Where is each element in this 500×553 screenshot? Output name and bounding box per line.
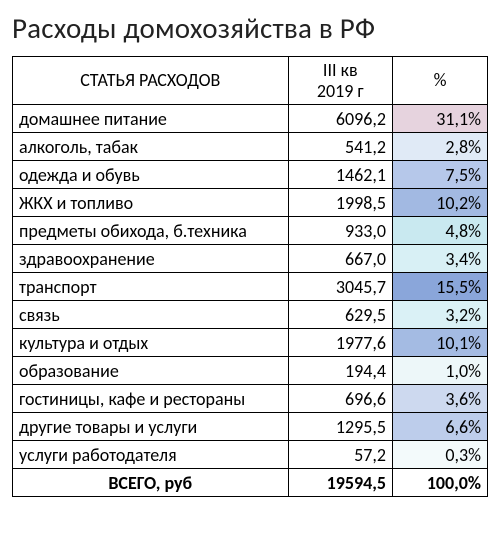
cell-category: здравоохранение [13, 245, 289, 273]
table-row: здравоохранение667,03,4% [13, 245, 488, 273]
cell-value: 1977,6 [288, 329, 393, 357]
table-row: культура и отдых1977,610,1% [13, 329, 488, 357]
cell-value: 933,0 [288, 217, 393, 245]
cell-value: 696,6 [288, 385, 393, 413]
cell-value: 667,0 [288, 245, 393, 273]
table-row: другие товары и услуги1295,56,6% [13, 413, 488, 441]
total-value: 19594,5 [288, 469, 393, 497]
table-row: алкоголь, табак541,22,8% [13, 133, 488, 161]
header-value: III кв 2019 г [288, 57, 393, 105]
total-percent: 100,0% [393, 469, 488, 497]
cell-value: 541,2 [288, 133, 393, 161]
cell-category: транспорт [13, 273, 289, 301]
cell-value: 194,4 [288, 357, 393, 385]
cell-percent: 10,2% [393, 189, 488, 217]
cell-value: 1998,5 [288, 189, 393, 217]
table-row: транспорт3045,715,5% [13, 273, 488, 301]
cell-percent: 0,3% [393, 441, 488, 469]
cell-percent: 3,6% [393, 385, 488, 413]
cell-category: алкоголь, табак [13, 133, 289, 161]
cell-percent: 1,0% [393, 357, 488, 385]
cell-category: культура и отдых [13, 329, 289, 357]
cell-category: связь [13, 301, 289, 329]
cell-category: одежда и обувь [13, 161, 289, 189]
total-label: ВСЕГО, руб [13, 469, 289, 497]
cell-percent: 4,8% [393, 217, 488, 245]
header-category: СТАТЬЯ РАСХОДОВ [13, 57, 289, 105]
cell-value: 629,5 [288, 301, 393, 329]
cell-percent: 15,5% [393, 273, 488, 301]
table-row: услуги работодателя57,20,3% [13, 441, 488, 469]
cell-category: образование [13, 357, 289, 385]
cell-percent: 6,6% [393, 413, 488, 441]
total-row: ВСЕГО, руб19594,5100,0% [13, 469, 488, 497]
header-row: СТАТЬЯ РАСХОДОВ III кв 2019 г % [13, 57, 488, 105]
header-percent: % [393, 57, 488, 105]
table-row: предметы обихода, б.техника933,04,8% [13, 217, 488, 245]
cell-percent: 31,1% [393, 105, 488, 133]
table-row: образование194,41,0% [13, 357, 488, 385]
table-row: одежда и обувь1462,17,5% [13, 161, 488, 189]
cell-value: 1295,5 [288, 413, 393, 441]
cell-percent: 3,2% [393, 301, 488, 329]
cell-category: другие товары и услуги [13, 413, 289, 441]
cell-value: 1462,1 [288, 161, 393, 189]
cell-percent: 10,1% [393, 329, 488, 357]
cell-category: гостиницы, кафе и рестораны [13, 385, 289, 413]
cell-percent: 7,5% [393, 161, 488, 189]
expenses-table: СТАТЬЯ РАСХОДОВ III кв 2019 г % домашнее… [12, 56, 488, 497]
table-row: ЖКХ и топливо1998,510,2% [13, 189, 488, 217]
header-value-line2: 2019 г [317, 80, 364, 102]
cell-category: домашнее питание [13, 105, 289, 133]
cell-value: 3045,7 [288, 273, 393, 301]
table-row: домашнее питание6096,231,1% [13, 105, 488, 133]
page-title: Расходы домохозяйства в РФ [12, 10, 488, 46]
cell-percent: 3,4% [393, 245, 488, 273]
cell-value: 57,2 [288, 441, 393, 469]
cell-value: 6096,2 [288, 105, 393, 133]
header-value-line1: III кв [323, 59, 358, 81]
cell-category: ЖКХ и топливо [13, 189, 289, 217]
cell-category: услуги работодателя [13, 441, 289, 469]
cell-percent: 2,8% [393, 133, 488, 161]
table-row: связь629,53,2% [13, 301, 488, 329]
cell-category: предметы обихода, б.техника [13, 217, 289, 245]
table-row: гостиницы, кафе и рестораны696,63,6% [13, 385, 488, 413]
